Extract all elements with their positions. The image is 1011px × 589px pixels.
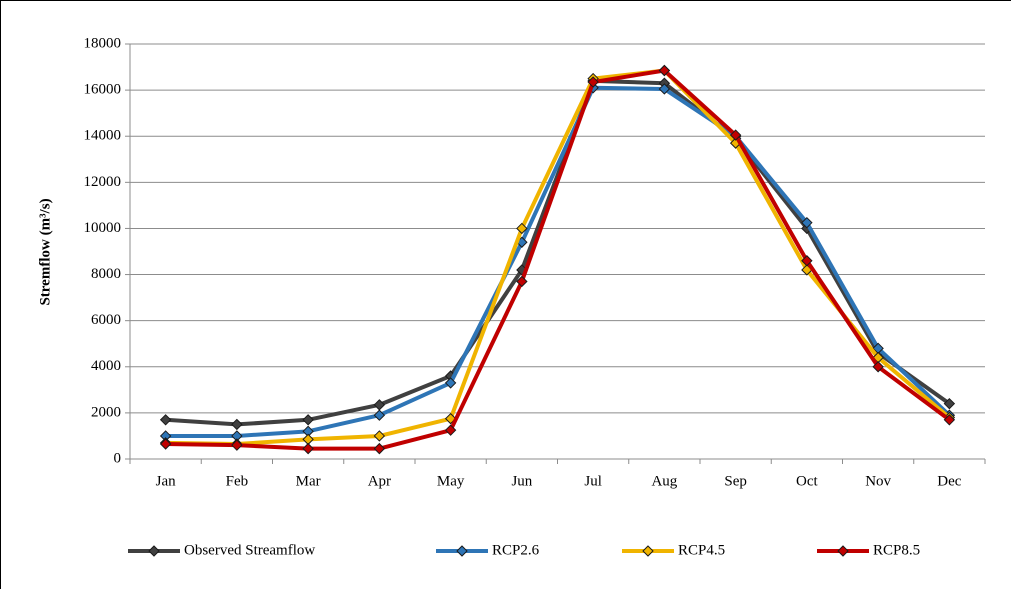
marker bbox=[231, 418, 243, 431]
legend-marker bbox=[642, 545, 654, 557]
marker bbox=[159, 414, 172, 426]
legend-label: RCP2.6 bbox=[492, 542, 540, 558]
marker bbox=[587, 76, 599, 88]
y-tick-label: 12000 bbox=[84, 174, 122, 190]
marker bbox=[516, 275, 528, 288]
legend-label: Observed Streamflow bbox=[184, 542, 315, 558]
x-tick-label: Jul bbox=[584, 473, 602, 489]
series-line bbox=[165, 85, 951, 438]
marker bbox=[658, 83, 671, 95]
x-tick-label: Aug bbox=[651, 473, 677, 489]
y-tick-label: 10000 bbox=[84, 220, 122, 236]
y-axis-title: Stremflow (m³/s) bbox=[37, 198, 53, 305]
series-line bbox=[165, 68, 951, 451]
marker bbox=[444, 412, 457, 425]
series-line bbox=[165, 68, 951, 447]
marker bbox=[302, 442, 314, 455]
marker bbox=[373, 409, 386, 421]
marker bbox=[801, 216, 813, 229]
legend-marker bbox=[837, 545, 849, 557]
legend-marker bbox=[456, 545, 468, 557]
y-tick-label: 0 bbox=[114, 450, 122, 466]
y-tick-label: 2000 bbox=[91, 404, 121, 420]
x-tick-label: Mar bbox=[296, 473, 321, 489]
x-tick-label: Jan bbox=[156, 473, 176, 489]
marker bbox=[516, 222, 528, 235]
x-tick-label: Feb bbox=[226, 473, 249, 489]
marker bbox=[444, 424, 457, 436]
x-tick-label: May bbox=[437, 473, 465, 489]
y-tick-label: 8000 bbox=[91, 266, 121, 282]
legend-label: RCP8.5 bbox=[873, 542, 920, 558]
marker bbox=[159, 438, 172, 450]
legend-label: RCP4.5 bbox=[678, 542, 725, 558]
marker bbox=[231, 439, 243, 451]
marker bbox=[943, 414, 956, 426]
y-tick-label: 4000 bbox=[91, 358, 121, 374]
x-tick-label: Jun bbox=[511, 473, 532, 489]
x-tick-label: Sep bbox=[724, 473, 747, 489]
x-tick-label: Dec bbox=[937, 473, 961, 489]
marker bbox=[801, 255, 813, 267]
x-tick-label: Apr bbox=[368, 473, 391, 489]
x-tick-label: Nov bbox=[865, 473, 891, 489]
marker bbox=[444, 377, 457, 389]
marker bbox=[729, 129, 742, 141]
marker bbox=[373, 430, 386, 442]
marker bbox=[943, 397, 956, 410]
marker bbox=[658, 64, 671, 77]
legend-marker bbox=[148, 545, 160, 557]
y-tick-label: 14000 bbox=[84, 128, 122, 144]
marker bbox=[373, 442, 386, 455]
y-tick-label: 16000 bbox=[84, 82, 122, 98]
marker bbox=[872, 361, 884, 373]
marker bbox=[302, 414, 314, 426]
series-line bbox=[165, 78, 951, 427]
x-tick-label: Oct bbox=[796, 473, 818, 489]
y-tick-label: 18000 bbox=[84, 35, 122, 51]
y-tick-label: 6000 bbox=[91, 312, 121, 328]
